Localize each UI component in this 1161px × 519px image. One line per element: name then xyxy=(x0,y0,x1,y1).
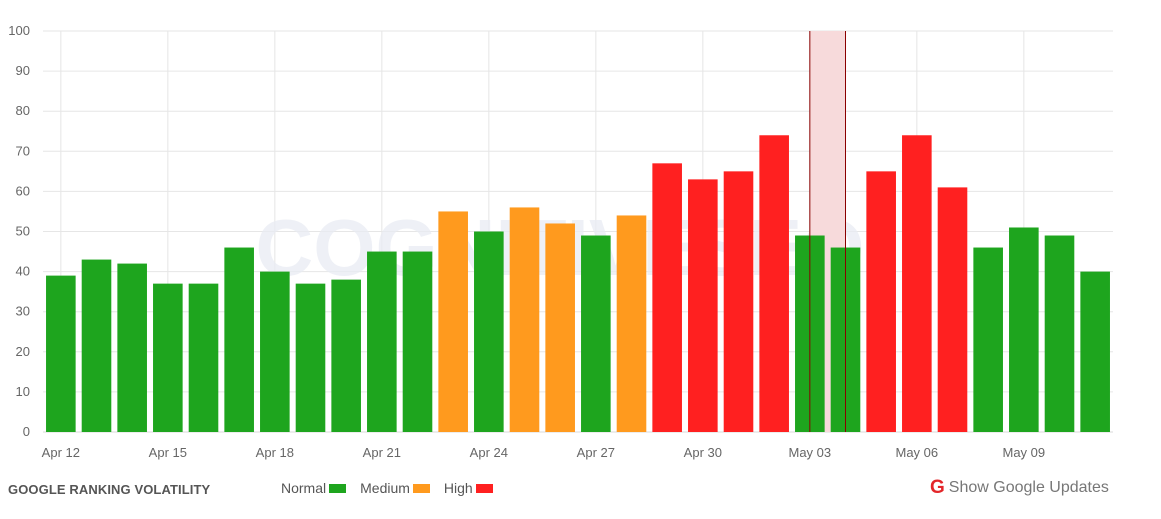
bar-normal[interactable] xyxy=(295,283,326,432)
legend-swatch-normal xyxy=(329,483,347,493)
bar-normal[interactable] xyxy=(331,279,361,432)
legend-label-high: High xyxy=(443,480,473,496)
bar-normal[interactable] xyxy=(367,251,397,432)
y-tick-label: 90 xyxy=(16,63,30,78)
x-tick-label: May 06 xyxy=(896,445,939,460)
google-g-icon: G xyxy=(930,477,945,498)
show-google-updates-label: Show Google Updates xyxy=(948,478,1109,496)
bar-normal[interactable] xyxy=(973,247,1003,432)
y-tick-label: 30 xyxy=(16,304,30,319)
bar-high[interactable] xyxy=(652,163,682,432)
x-tick-label: Apr 24 xyxy=(470,445,508,460)
y-tick-label: 100 xyxy=(8,23,30,38)
y-tick-label: 80 xyxy=(16,103,30,118)
legend-item-high[interactable]: High xyxy=(444,480,493,496)
bar-normal[interactable] xyxy=(474,231,504,433)
y-tick-label: 70 xyxy=(16,143,30,158)
bar-normal[interactable] xyxy=(1009,227,1039,432)
x-tick-label: May 03 xyxy=(789,445,832,460)
bar-normal[interactable] xyxy=(581,235,611,432)
bar-high[interactable] xyxy=(759,135,789,432)
bar-high[interactable] xyxy=(688,179,718,432)
bar-high[interactable] xyxy=(723,171,754,432)
legend: Normal Medium High xyxy=(281,480,507,496)
x-tick-label: Apr 30 xyxy=(684,445,722,460)
bar-normal[interactable] xyxy=(117,263,147,432)
show-google-updates-button[interactable]: G Show Google Updates xyxy=(930,478,1109,497)
bar-normal[interactable] xyxy=(81,259,112,432)
chart-title: GOOGLE RANKING VOLATILITY xyxy=(8,482,211,497)
x-tick-label: Apr 18 xyxy=(256,445,294,460)
x-tick-label: Apr 15 xyxy=(149,445,187,460)
x-axis: Apr 12 Apr 15 Apr 18 Apr 21 Apr 24 Apr 27 Apr … xyxy=(42,445,1045,460)
chart-footer: GOOGLE RANKING VOLATILITY Normal Medium … xyxy=(0,476,1161,504)
bar-normal[interactable] xyxy=(153,283,183,432)
x-tick-label: Apr 12 xyxy=(42,445,80,460)
x-tick-label: Apr 27 xyxy=(577,445,615,460)
bar-normal[interactable] xyxy=(1044,235,1075,432)
bar-normal[interactable] xyxy=(1080,271,1110,432)
y-tick-label: 0 xyxy=(23,424,30,439)
bar-high[interactable] xyxy=(866,171,896,432)
y-tick-label: 20 xyxy=(16,344,30,359)
legend-swatch-high xyxy=(475,483,493,493)
legend-item-normal[interactable]: Normal xyxy=(281,480,347,496)
y-tick-label: 10 xyxy=(16,384,30,399)
x-tick-label: Apr 21 xyxy=(363,445,401,460)
bar-high[interactable] xyxy=(902,135,932,432)
y-tick-label: 40 xyxy=(16,264,30,279)
legend-label-normal: Normal xyxy=(281,480,327,496)
legend-item-medium[interactable]: Medium xyxy=(360,480,430,496)
x-tick-label: May 09 xyxy=(1003,445,1046,460)
bar-normal[interactable] xyxy=(224,247,254,432)
bar-medium[interactable] xyxy=(438,211,468,432)
bar-medium[interactable] xyxy=(509,207,540,432)
y-axis: 0 10 20 30 40 50 60 70 80 90 100 xyxy=(8,23,30,439)
legend-label-medium: Medium xyxy=(360,480,410,496)
bar-series xyxy=(46,31,1110,432)
bar-normal[interactable] xyxy=(46,275,76,432)
bar-medium[interactable] xyxy=(545,223,575,432)
legend-swatch-medium xyxy=(412,483,430,493)
bar-high[interactable] xyxy=(937,187,968,432)
y-tick-label: 60 xyxy=(16,183,30,198)
bar-normal[interactable] xyxy=(260,271,290,432)
bar-normal[interactable] xyxy=(402,251,433,432)
bar-medium[interactable] xyxy=(616,215,647,432)
bar-normal[interactable] xyxy=(188,283,219,432)
y-tick-label: 50 xyxy=(16,224,30,239)
